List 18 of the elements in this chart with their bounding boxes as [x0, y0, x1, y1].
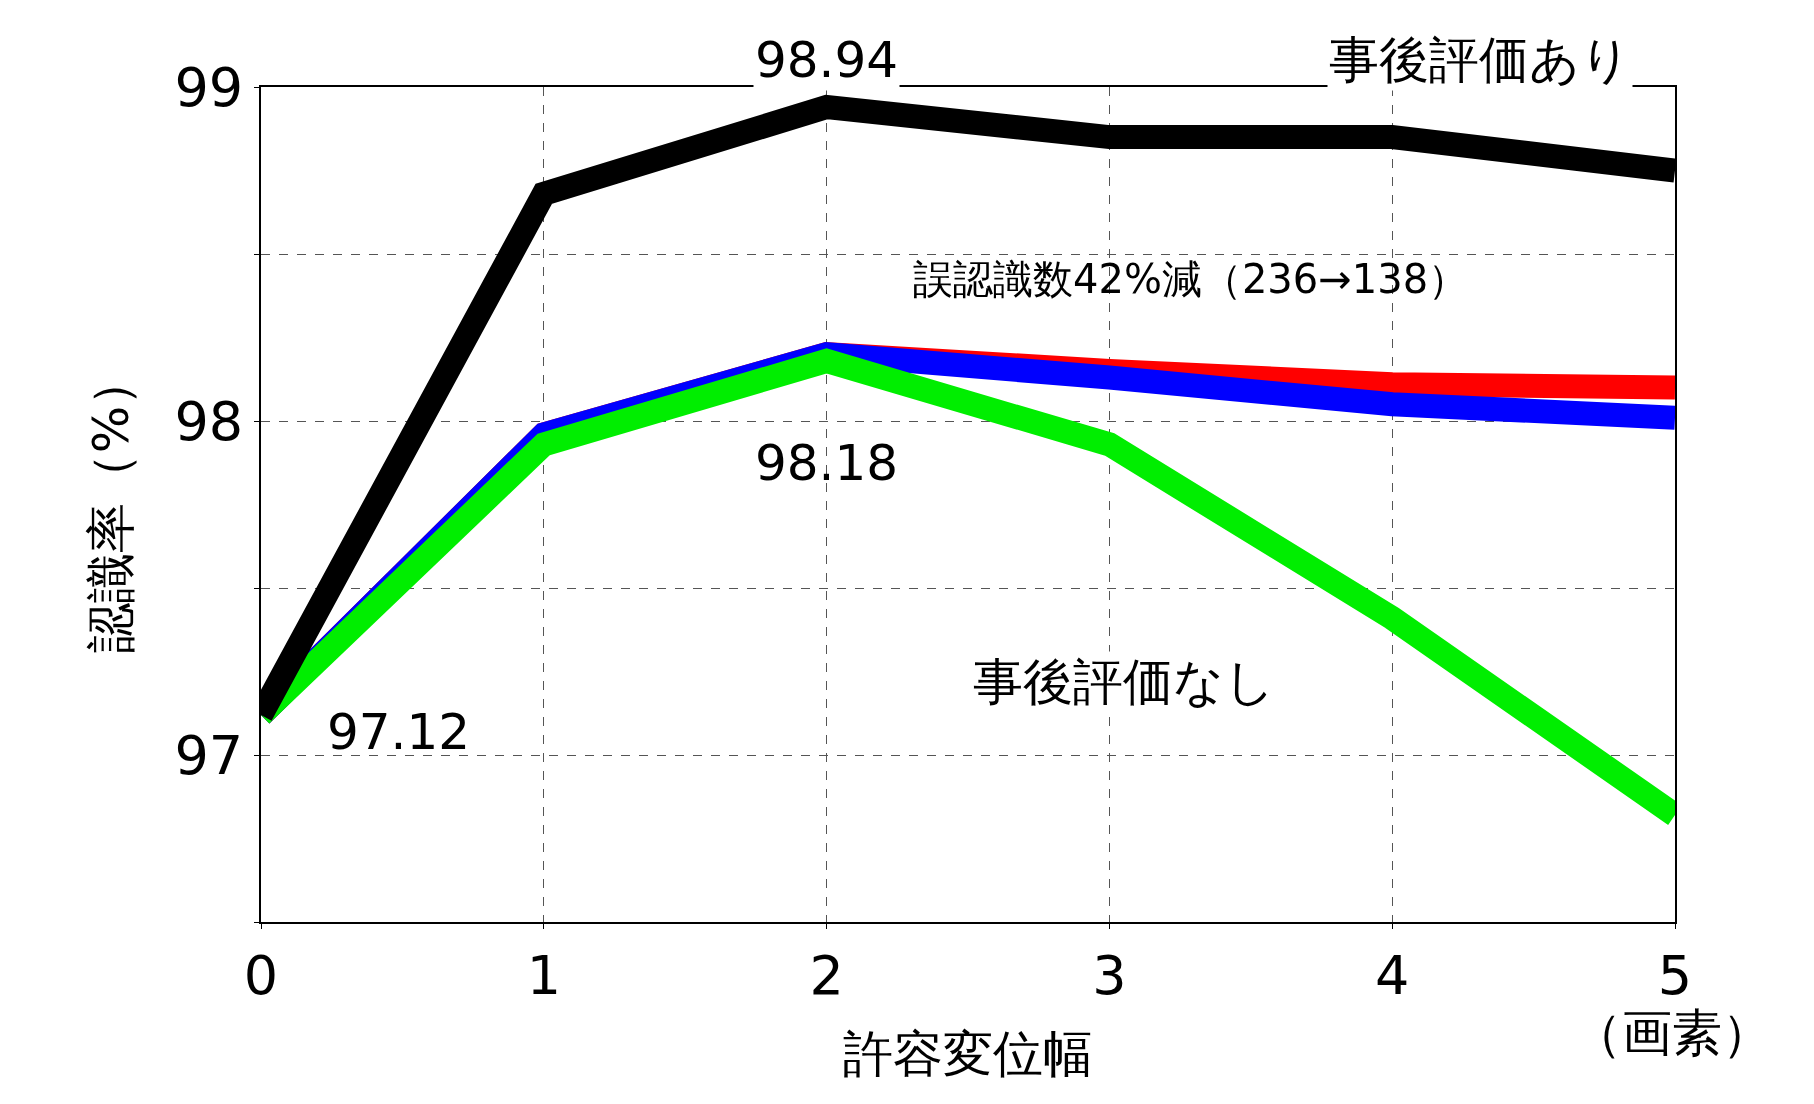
text: （画素） [1572, 1004, 1772, 1062]
annotation: 98.94 [755, 31, 899, 89]
annotation: 98.18 [755, 434, 899, 492]
y-axis-title: 認識率（%） [81, 355, 140, 654]
y-tick-label: 98 [174, 389, 244, 453]
x-tick-label: 4 [1375, 943, 1410, 1007]
annotation: 誤認識数42%減（236→138） [913, 256, 1469, 302]
annotation: 事後評価なし [973, 653, 1275, 711]
annotation: 97.12 [327, 703, 471, 761]
x-tick-label: 1 [526, 943, 561, 1007]
y-tick-label: 97 [174, 723, 244, 787]
y-tick-label: 99 [174, 55, 244, 119]
annotation: 事後評価あり [1329, 31, 1631, 89]
x-axis-title: 許容変位幅 [843, 1024, 1093, 1083]
x-tick-label: 0 [243, 943, 279, 1007]
x-tick-label: 2 [809, 943, 844, 1007]
x-tick-label: 3 [1092, 943, 1127, 1007]
x-tick-label: 5 [1657, 943, 1693, 1007]
